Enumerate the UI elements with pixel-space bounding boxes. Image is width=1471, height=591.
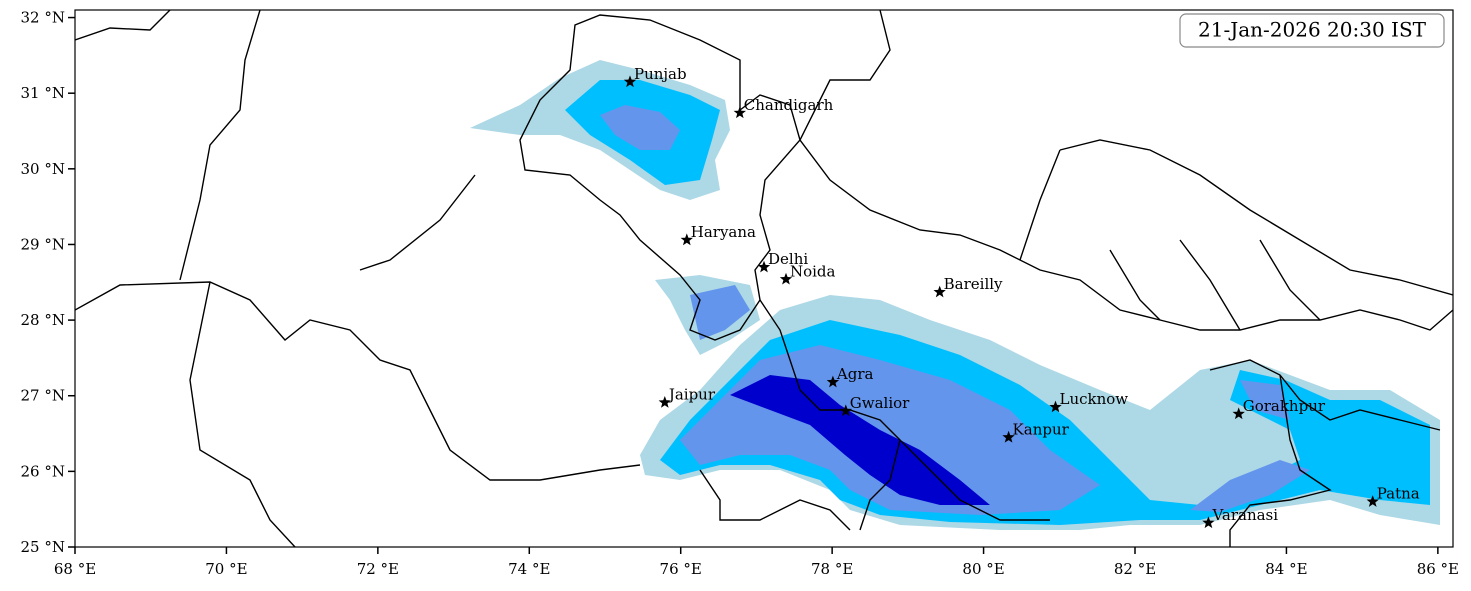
x-tick-label: 70 °E <box>205 560 247 578</box>
city-label: Haryana <box>691 223 756 241</box>
y-tick-label: 28 °N <box>21 311 65 329</box>
city-marker <box>1049 400 1062 413</box>
y-tick-label: 25 °N <box>21 538 65 556</box>
city-label: Patna <box>1377 485 1420 503</box>
city-marker <box>680 233 693 246</box>
city-marker <box>779 272 793 285</box>
city-marker <box>1202 516 1215 529</box>
x-tick-label: 68 °E <box>54 560 96 578</box>
city-marker <box>933 285 946 298</box>
x-tick-label: 86 °E <box>1417 560 1459 578</box>
city-label: Agra <box>836 365 874 383</box>
y-tick-label: 30 °N <box>21 160 65 178</box>
city-marker <box>1366 495 1379 507</box>
boundaries <box>75 10 1453 547</box>
city-label: Lucknow <box>1060 390 1129 408</box>
city-label: Kanpur <box>1013 420 1070 438</box>
city-marker <box>623 75 637 88</box>
y-tick-label: 32 °N <box>21 9 65 27</box>
timestamp-box <box>1179 13 1445 48</box>
y-tick-label: 26 °N <box>21 462 65 480</box>
city-marker <box>1232 407 1245 420</box>
x-tick-label: 84 °E <box>1265 560 1307 578</box>
city-marker <box>658 396 671 408</box>
y-tick-label: 29 °N <box>21 235 65 253</box>
city-label: Bareilly <box>944 275 1003 293</box>
city-label: Varanasi <box>1211 506 1278 524</box>
city-marker <box>826 375 840 388</box>
x-tick-label: 74 °E <box>508 560 550 578</box>
y-tick-label: 31 °N <box>21 84 65 102</box>
x-tick-label: 82 °E <box>1114 560 1156 578</box>
city-label: Punjab <box>634 65 687 83</box>
plot-frame <box>74 9 1454 548</box>
city-label: Gwalior <box>850 394 910 412</box>
city-label: Gorakhpur <box>1243 397 1326 415</box>
city-label: Noida <box>790 262 836 280</box>
y-tick-label: 27 °N <box>21 387 65 405</box>
city-marker <box>757 260 771 273</box>
rain-field <box>470 60 1440 530</box>
city-label: Jaipur <box>667 386 716 404</box>
x-tick-label: 72 °E <box>357 560 399 578</box>
city-marker <box>839 404 852 417</box>
x-tick-label: 78 °E <box>811 560 853 578</box>
x-tick-label: 80 °E <box>962 560 1004 578</box>
x-tick-label: 76 °E <box>660 560 702 578</box>
city-marker <box>733 106 746 119</box>
city-label: Delhi <box>768 250 808 268</box>
city-label: Chandigarh <box>744 96 834 114</box>
city-marker <box>1002 430 1015 443</box>
timestamp: 21-Jan-2026 20:30 IST <box>1198 18 1427 42</box>
